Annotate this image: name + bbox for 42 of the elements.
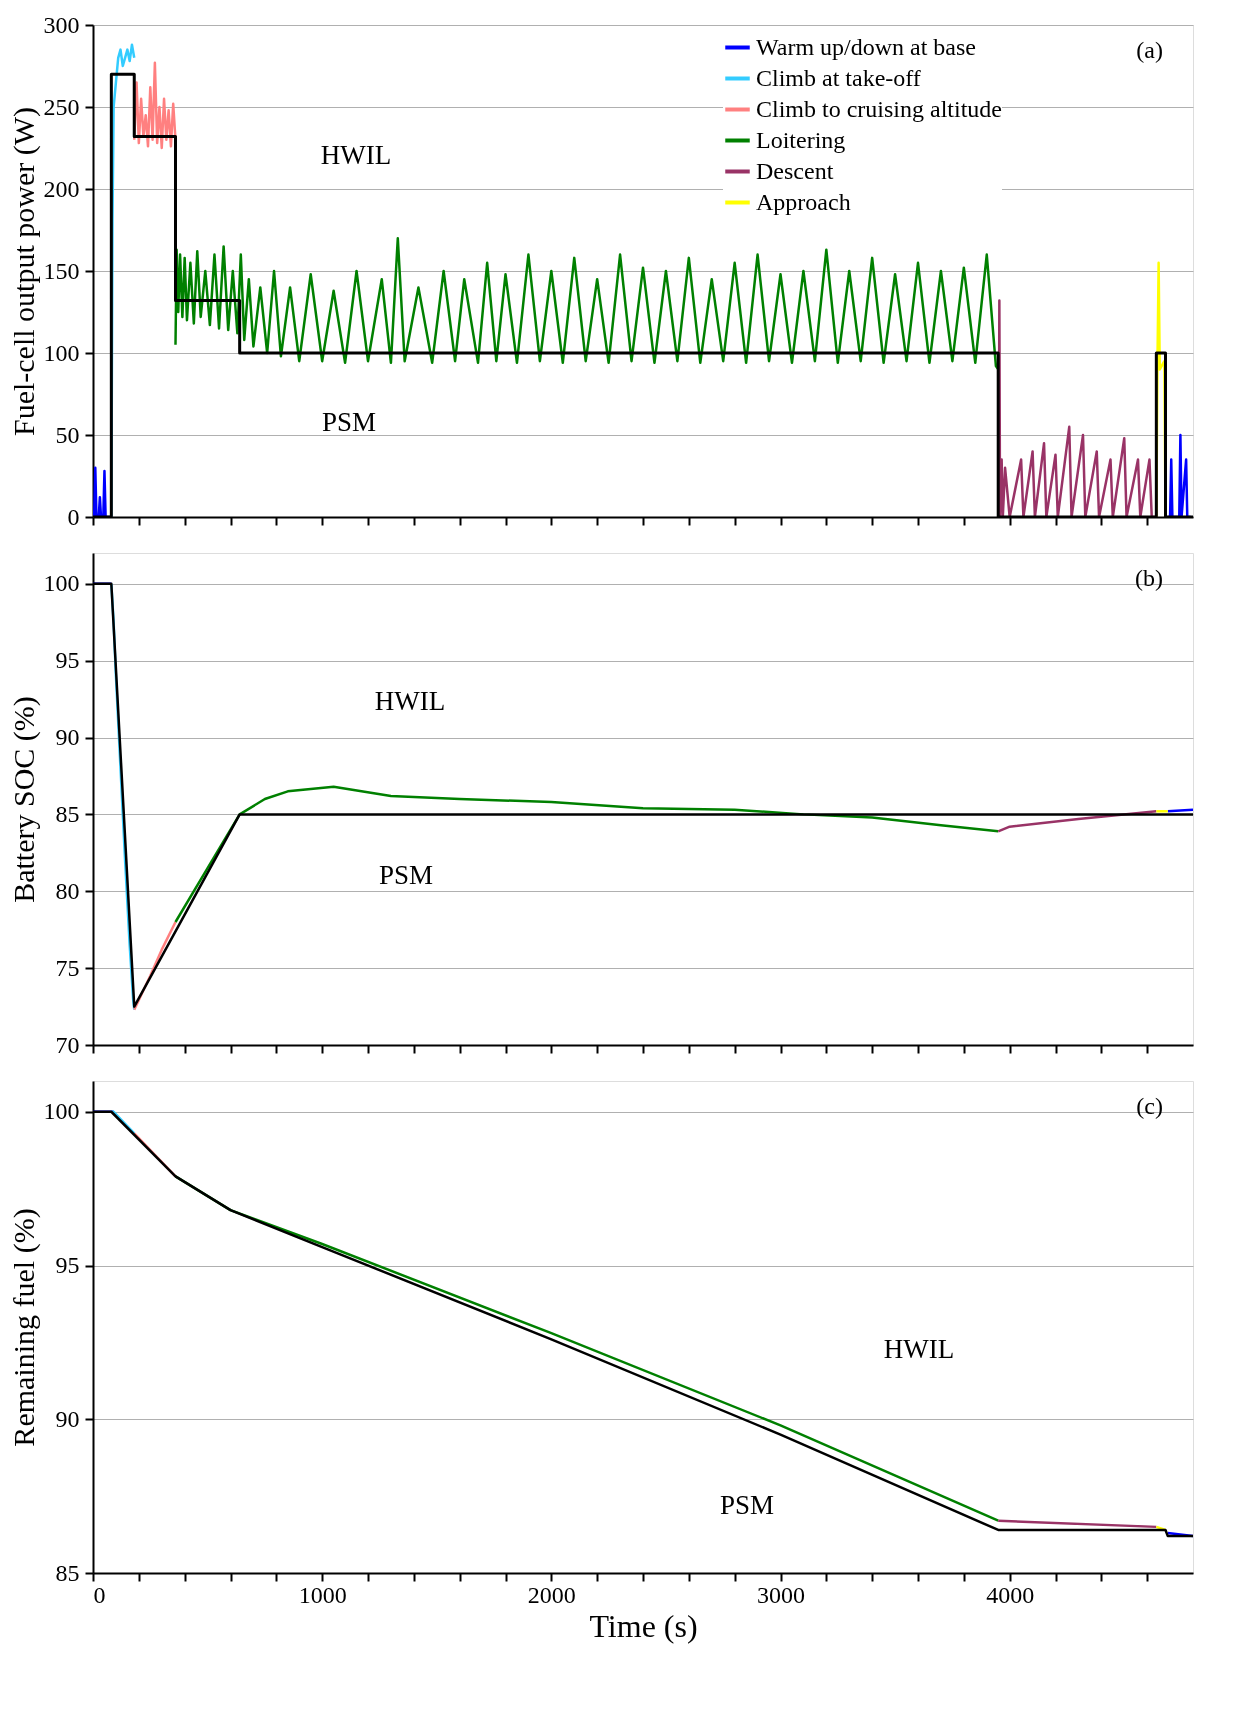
x-tick-label: 1000 bbox=[298, 1581, 347, 1608]
y-tick-label: 100 bbox=[43, 570, 80, 597]
annotation: PSM bbox=[321, 407, 377, 437]
legend-label: Warm up/down at base bbox=[756, 33, 977, 60]
annotation: (b) bbox=[1135, 565, 1163, 591]
x-tick-label: 2000 bbox=[527, 1581, 576, 1608]
x-tick-label: 3000 bbox=[757, 1581, 805, 1608]
legend-label: Climb at take-off bbox=[756, 64, 921, 91]
annotation: (a) bbox=[1136, 37, 1163, 63]
y-tick-label: 300 bbox=[43, 11, 80, 38]
annotation: HWIL bbox=[374, 686, 446, 716]
y-axis-title: Battery SOC (%) bbox=[6, 696, 41, 903]
y-tick-label: 90 bbox=[55, 1405, 80, 1432]
y-tick-label: 0 bbox=[67, 503, 80, 530]
x-tick-label: 4000 bbox=[986, 1581, 1035, 1608]
x-tick-label: 0 bbox=[93, 1581, 106, 1608]
y-axis-title: Remaining fuel (%) bbox=[6, 1208, 41, 1447]
y-tick-label: 80 bbox=[55, 877, 80, 904]
legend-label: Descent bbox=[756, 157, 834, 184]
y-tick-label: 100 bbox=[43, 339, 80, 366]
y-tick-label: 50 bbox=[55, 421, 80, 448]
y-tick-label: 90 bbox=[55, 724, 80, 750]
legend-label: Approach bbox=[756, 188, 851, 215]
y-tick-label: 85 bbox=[55, 1559, 80, 1586]
annotation: PSM bbox=[719, 1490, 775, 1520]
annotation: HWIL bbox=[883, 1334, 955, 1364]
y-tick-label: 95 bbox=[55, 1252, 80, 1278]
y-tick-label: 250 bbox=[43, 93, 80, 120]
legend-label: Loitering bbox=[756, 126, 846, 153]
y-tick-label: 95 bbox=[55, 647, 80, 674]
y-tick-label: 85 bbox=[55, 800, 80, 827]
y-axis-title: Fuel-cell output power (W) bbox=[6, 106, 41, 437]
annotation: (c) bbox=[1136, 1093, 1163, 1119]
annotation: HWIL bbox=[320, 140, 392, 170]
y-tick-label: 70 bbox=[55, 1031, 80, 1058]
y-tick-label: 100 bbox=[43, 1098, 80, 1125]
legend-label: Climb to cruising altitude bbox=[756, 95, 1002, 122]
y-tick-label: 75 bbox=[55, 954, 80, 981]
x-axis-title: Time (s) bbox=[589, 1607, 698, 1644]
y-tick-label: 200 bbox=[43, 175, 80, 202]
annotation: PSM bbox=[378, 860, 434, 890]
y-tick-label: 150 bbox=[43, 257, 80, 284]
